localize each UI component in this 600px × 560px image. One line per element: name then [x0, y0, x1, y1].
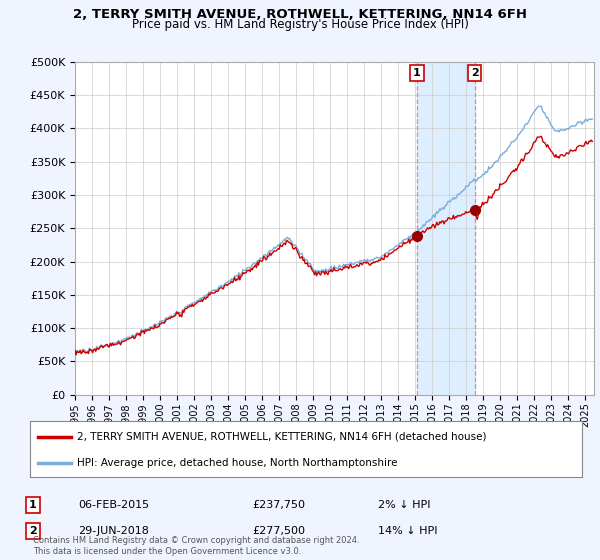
Text: £237,750: £237,750	[252, 500, 305, 510]
Text: 2, TERRY SMITH AVENUE, ROTHWELL, KETTERING, NN14 6FH (detached house): 2, TERRY SMITH AVENUE, ROTHWELL, KETTERI…	[77, 432, 487, 442]
Text: 2: 2	[471, 68, 479, 78]
Text: 14% ↓ HPI: 14% ↓ HPI	[378, 526, 437, 536]
Bar	[417, 62, 475, 395]
Text: Contains HM Land Registry data © Crown copyright and database right 2024.
This d: Contains HM Land Registry data © Crown c…	[33, 536, 359, 556]
Text: 1: 1	[29, 500, 37, 510]
Text: 2, TERRY SMITH AVENUE, ROTHWELL, KETTERING, NN14 6FH: 2, TERRY SMITH AVENUE, ROTHWELL, KETTERI…	[73, 8, 527, 21]
Text: HPI: Average price, detached house, North Northamptonshire: HPI: Average price, detached house, Nort…	[77, 458, 397, 468]
Text: 29-JUN-2018: 29-JUN-2018	[78, 526, 149, 536]
Text: 2% ↓ HPI: 2% ↓ HPI	[378, 500, 431, 510]
Text: 2: 2	[29, 526, 37, 536]
Text: 1: 1	[413, 68, 421, 78]
Text: 06-FEB-2015: 06-FEB-2015	[78, 500, 149, 510]
Text: Price paid vs. HM Land Registry's House Price Index (HPI): Price paid vs. HM Land Registry's House …	[131, 18, 469, 31]
Text: £277,500: £277,500	[252, 526, 305, 536]
